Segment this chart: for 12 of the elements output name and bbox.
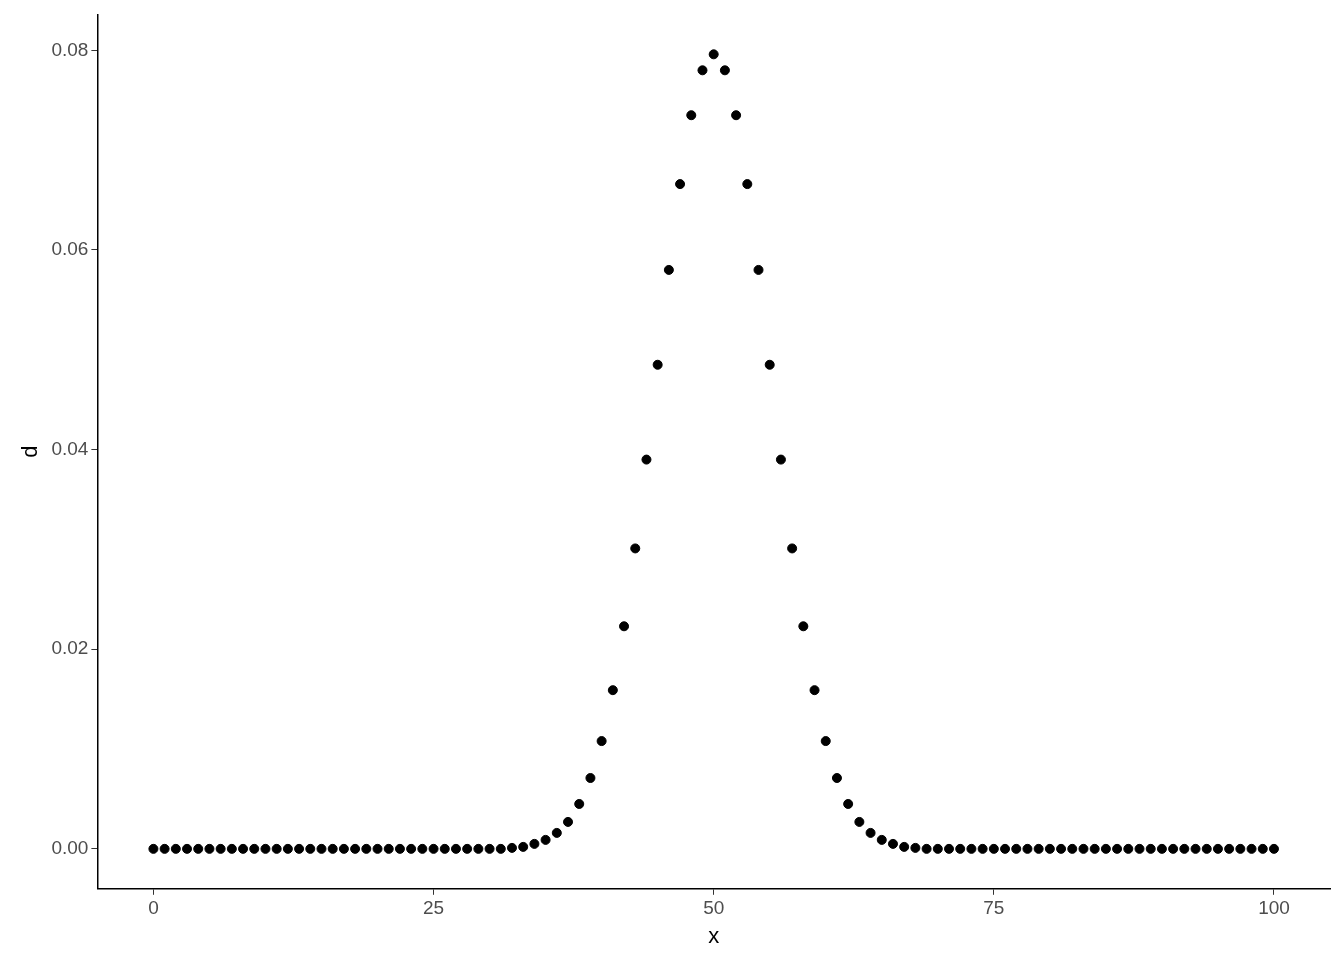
y-tick-label: 0.02 [51, 637, 89, 659]
y-tick-label: 0.04 [51, 437, 89, 459]
x-tick-label: 50 [703, 897, 725, 919]
x-axis-title: x [708, 922, 720, 948]
y-tick-label: 0.08 [51, 38, 89, 60]
x-tick-label: 0 [148, 897, 159, 919]
x-tick-label: 25 [422, 897, 445, 919]
y-axis-title: d [17, 445, 43, 458]
y-tick-label: 0.06 [51, 238, 89, 260]
x-tick-label: 100 [1258, 897, 1290, 919]
y-tick-label: 0.00 [51, 837, 89, 859]
x-tick-label: 75 [983, 897, 1005, 919]
